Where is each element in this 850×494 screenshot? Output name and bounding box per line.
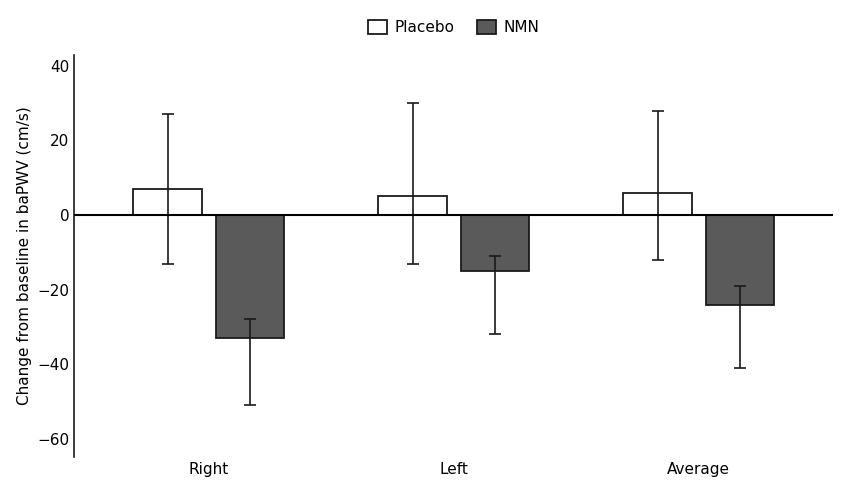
Bar [133, 189, 202, 215]
Bar [706, 215, 774, 305]
Legend: Placebo, NMN: Placebo, NMN [362, 14, 545, 41]
Bar [461, 215, 530, 271]
Bar [378, 197, 447, 215]
Bar [623, 193, 692, 215]
Bar [216, 215, 284, 338]
Y-axis label: Change from baseline in baPWV (cm/s): Change from baseline in baPWV (cm/s) [17, 107, 31, 406]
